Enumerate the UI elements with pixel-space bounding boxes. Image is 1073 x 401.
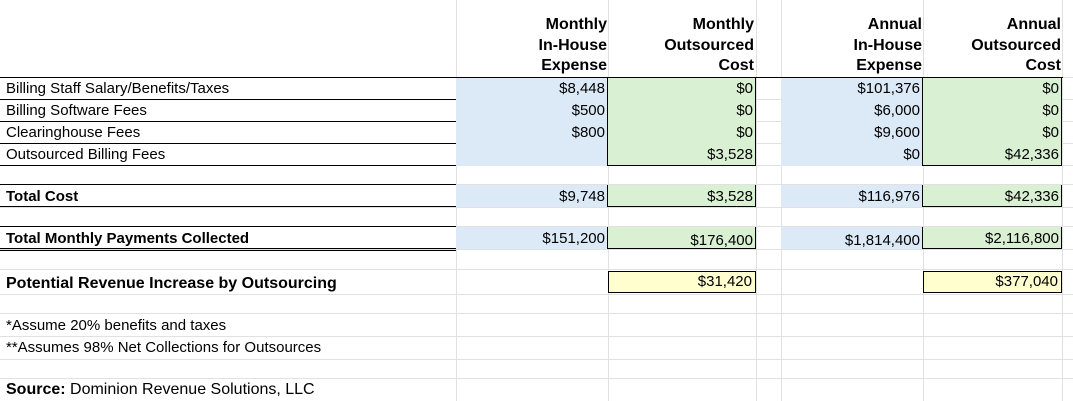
source-label: Source: bbox=[6, 381, 66, 398]
row-label: Outsourced Billing Fees bbox=[6, 146, 166, 163]
revenue-increase-label: Potential Revenue Increase by Outsourcin… bbox=[6, 275, 337, 292]
total-cost-m-out: $3,528 bbox=[707, 188, 753, 205]
total-cost-a-out: $42,336 bbox=[1004, 188, 1059, 205]
row-label: Billing Software Fees bbox=[6, 102, 147, 119]
cell-a-in: $101,376 bbox=[857, 80, 920, 97]
cell-m-in bbox=[456, 144, 608, 165]
cell-a-in: $0 bbox=[903, 146, 920, 163]
cell-m-in: $800 bbox=[571, 124, 605, 141]
total-cost-m-in: $9,748 bbox=[559, 188, 605, 205]
note-benefits: *Assume 20% benefits and taxes bbox=[6, 317, 227, 334]
note-collections: **Assumes 98% Net Collections for Outsou… bbox=[6, 339, 322, 356]
cell-a-out: $0 bbox=[1042, 80, 1059, 97]
source-text: Dominion Revenue Solutions, LLC bbox=[65, 381, 315, 398]
revenue-increase-annual: $377,040 bbox=[923, 271, 1062, 293]
total-cost-a-in: $116,976 bbox=[858, 188, 920, 205]
header-monthly-inhouse: Monthly In-House Expense bbox=[538, 16, 607, 74]
total-payments-a-out: $2,116,800 bbox=[985, 230, 1059, 247]
total-payments-m-in: $151,200 bbox=[542, 230, 605, 247]
header-annual-inhouse: Annual In-House Expense bbox=[853, 16, 922, 74]
total-payments-label: Total Monthly Payments Collected bbox=[6, 230, 250, 247]
cell-a-out: $0 bbox=[1042, 124, 1059, 141]
row-label: Clearinghouse Fees bbox=[6, 124, 141, 141]
row-label: Billing Staff Salary/Benefits/Taxes bbox=[6, 80, 230, 97]
cell-m-out: $0 bbox=[736, 102, 753, 119]
total-payments-m-out: $176,400 bbox=[690, 232, 753, 249]
cell-m-in: $500 bbox=[571, 102, 605, 119]
header-annual-outsourced: Annual Outsourced Cost bbox=[971, 16, 1061, 74]
revenue-increase-monthly: $31,420 bbox=[608, 271, 756, 293]
cell-m-in: $8,448 bbox=[559, 80, 605, 97]
cell-a-out: $0 bbox=[1042, 102, 1059, 119]
cell-a-in: $9,600 bbox=[874, 124, 920, 141]
header-monthly-outsourced: Monthly Outsourced Cost bbox=[664, 16, 754, 74]
cell-a-out: $42,336 bbox=[1004, 146, 1059, 163]
cell-m-out: $0 bbox=[736, 124, 753, 141]
total-cost-label: Total Cost bbox=[6, 188, 79, 205]
cell-m-out: $0 bbox=[736, 80, 753, 97]
total-payments-a-in: $1,814,400 bbox=[844, 232, 920, 249]
cell-m-out: $3,528 bbox=[707, 146, 753, 163]
source-line: Source: Dominion Revenue Solutions, LLC bbox=[6, 379, 446, 400]
cell-a-in: $6,000 bbox=[874, 102, 920, 119]
